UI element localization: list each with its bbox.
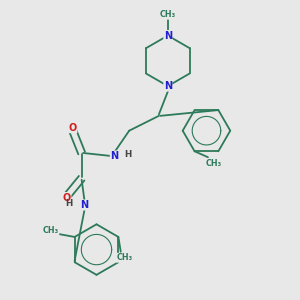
Text: CH₃: CH₃ xyxy=(160,10,176,19)
Text: CH₃: CH₃ xyxy=(43,226,59,236)
Text: O: O xyxy=(69,123,77,133)
Text: N: N xyxy=(164,31,172,40)
Text: CH₃: CH₃ xyxy=(206,159,222,168)
Text: N: N xyxy=(110,151,118,161)
Text: N: N xyxy=(80,200,89,210)
Text: H: H xyxy=(65,199,72,208)
Text: O: O xyxy=(63,193,71,202)
Text: CH₃: CH₃ xyxy=(116,253,132,262)
Text: N: N xyxy=(164,81,172,91)
Text: H: H xyxy=(124,150,131,159)
